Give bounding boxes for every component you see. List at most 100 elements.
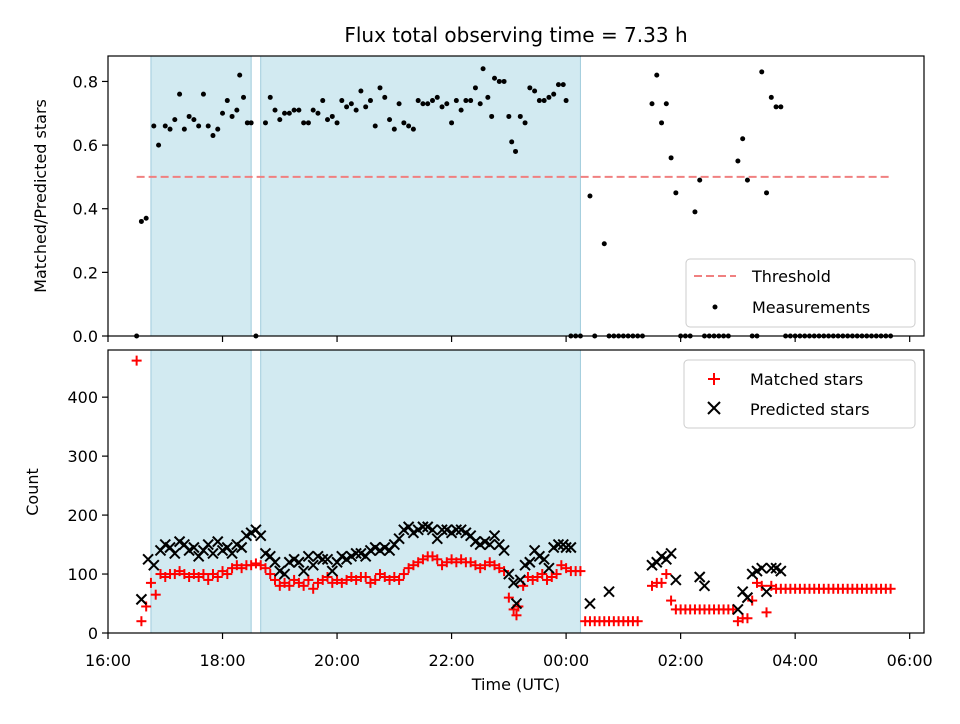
predicted-star-point — [212, 535, 224, 548]
measurement-point — [262, 120, 268, 126]
predicted-mark-b — [250, 524, 262, 536]
predicted-mark-b — [164, 541, 176, 554]
predicted-mark-b — [560, 541, 572, 554]
measurement-point — [224, 98, 230, 104]
measurement-point — [541, 98, 547, 104]
predicted-star-point — [235, 541, 248, 554]
predicted-star-point — [694, 571, 706, 583]
observing-interval — [150, 349, 252, 634]
predicted-mark-b — [297, 565, 310, 577]
bottom-x-ticks: 16:00 18:00 20:00 22:00 00:00 02:00 04:00 06:00 — [85, 633, 933, 670]
predicted-star-point — [498, 544, 510, 557]
top-plot-frame — [107, 55, 925, 337]
matched-star-point — [270, 574, 281, 585]
measurement-point — [363, 104, 369, 110]
predicted-star-point — [207, 547, 219, 560]
matched-star-point — [308, 583, 319, 594]
measurement-point — [517, 113, 523, 119]
predicted-mark-b — [603, 586, 615, 598]
measurement-point — [315, 110, 321, 116]
predicted-mark-b — [379, 541, 391, 554]
predicted-star-point — [169, 547, 181, 560]
predicted-mark-b — [741, 591, 754, 604]
measurement-point — [406, 123, 412, 129]
predicted-mark-b — [355, 547, 367, 560]
matched-stars-series — [131, 355, 896, 627]
measurement-point — [277, 117, 283, 123]
predicted-mark-b — [422, 521, 434, 533]
measurement-point — [244, 120, 250, 126]
predicted-mark-b — [321, 553, 334, 566]
predicted-mark-b — [274, 565, 286, 577]
matched-star-point — [499, 566, 510, 577]
predicted-star-point — [488, 530, 501, 542]
predicted-mark-b — [765, 562, 778, 574]
predicted-star-point — [393, 532, 405, 545]
measurement-point — [659, 120, 665, 126]
measurement-point — [458, 107, 464, 113]
legend-measurements-label: Measurements — [752, 298, 870, 317]
predicted-star-point — [603, 586, 615, 598]
measurement-point — [480, 66, 486, 72]
measurement-point — [513, 148, 519, 154]
measurement-point — [509, 139, 515, 145]
matched-star-point — [885, 583, 896, 594]
bottom-y-ticks: 0 100 200 300 400 — [67, 388, 108, 643]
measurement-point — [138, 218, 144, 224]
predicted-star-point — [514, 574, 527, 586]
matched-star-point — [145, 577, 156, 588]
predicted-star-point — [202, 538, 214, 551]
predicted-star-point — [775, 565, 787, 577]
predicted-mark-b — [188, 541, 200, 554]
measurement-point — [453, 98, 459, 104]
measurement-point — [339, 98, 345, 104]
predicted-mark-b — [469, 535, 482, 548]
predicted-star-point — [565, 541, 577, 554]
matched-star-point — [360, 571, 371, 582]
measurement-point — [773, 104, 779, 110]
x-tick-label: 04:00 — [772, 651, 818, 670]
legend-measurements-swatch — [712, 304, 718, 310]
matched-star-point — [260, 563, 271, 574]
measurement-point — [778, 104, 784, 110]
measurement-point — [143, 215, 149, 221]
measurement-point — [267, 94, 273, 100]
top-y-tick-label: 0.0 — [73, 327, 98, 346]
measurement-point — [472, 85, 478, 91]
predicted-star-point — [188, 541, 200, 554]
measurement-point — [555, 82, 561, 88]
bottom-y-tick-label: 100 — [67, 565, 98, 584]
predicted-mark-b — [269, 556, 281, 568]
measurement-point — [551, 91, 557, 97]
measurement-point — [401, 120, 407, 126]
top-panel: 0.00.20.40.60.8 Matched/Predicted stars … — [31, 55, 925, 346]
matched-star-point — [198, 569, 209, 580]
predicted-star-point — [760, 586, 773, 598]
matched-star-point — [131, 355, 142, 366]
legend-predicted-swatch — [707, 401, 721, 415]
measurement-point — [348, 101, 354, 107]
predicted-star-point — [297, 565, 310, 577]
measurement-point — [668, 155, 674, 161]
predicted-star-point — [417, 521, 429, 533]
matched-star-point — [666, 595, 677, 606]
predicted-mark-b — [312, 550, 324, 563]
measurement-point — [320, 98, 326, 104]
measurement-point — [496, 78, 502, 84]
measurement-point — [444, 101, 450, 107]
measurement-point — [692, 209, 698, 215]
measurement-point — [744, 177, 750, 183]
measurement-point — [382, 94, 388, 100]
measurement-point — [764, 190, 770, 196]
measurement-point — [434, 94, 440, 100]
legend-matched-label: Matched stars — [750, 370, 863, 389]
matched-star-point — [265, 569, 276, 580]
measurement-point — [477, 101, 483, 107]
measurement-point — [286, 110, 292, 116]
bottom-y-tick-label: 0 — [88, 624, 98, 643]
predicted-mark-b — [736, 586, 749, 598]
matched-star-point — [203, 574, 214, 585]
measurement-point — [296, 107, 302, 113]
measurement-point — [391, 126, 397, 132]
